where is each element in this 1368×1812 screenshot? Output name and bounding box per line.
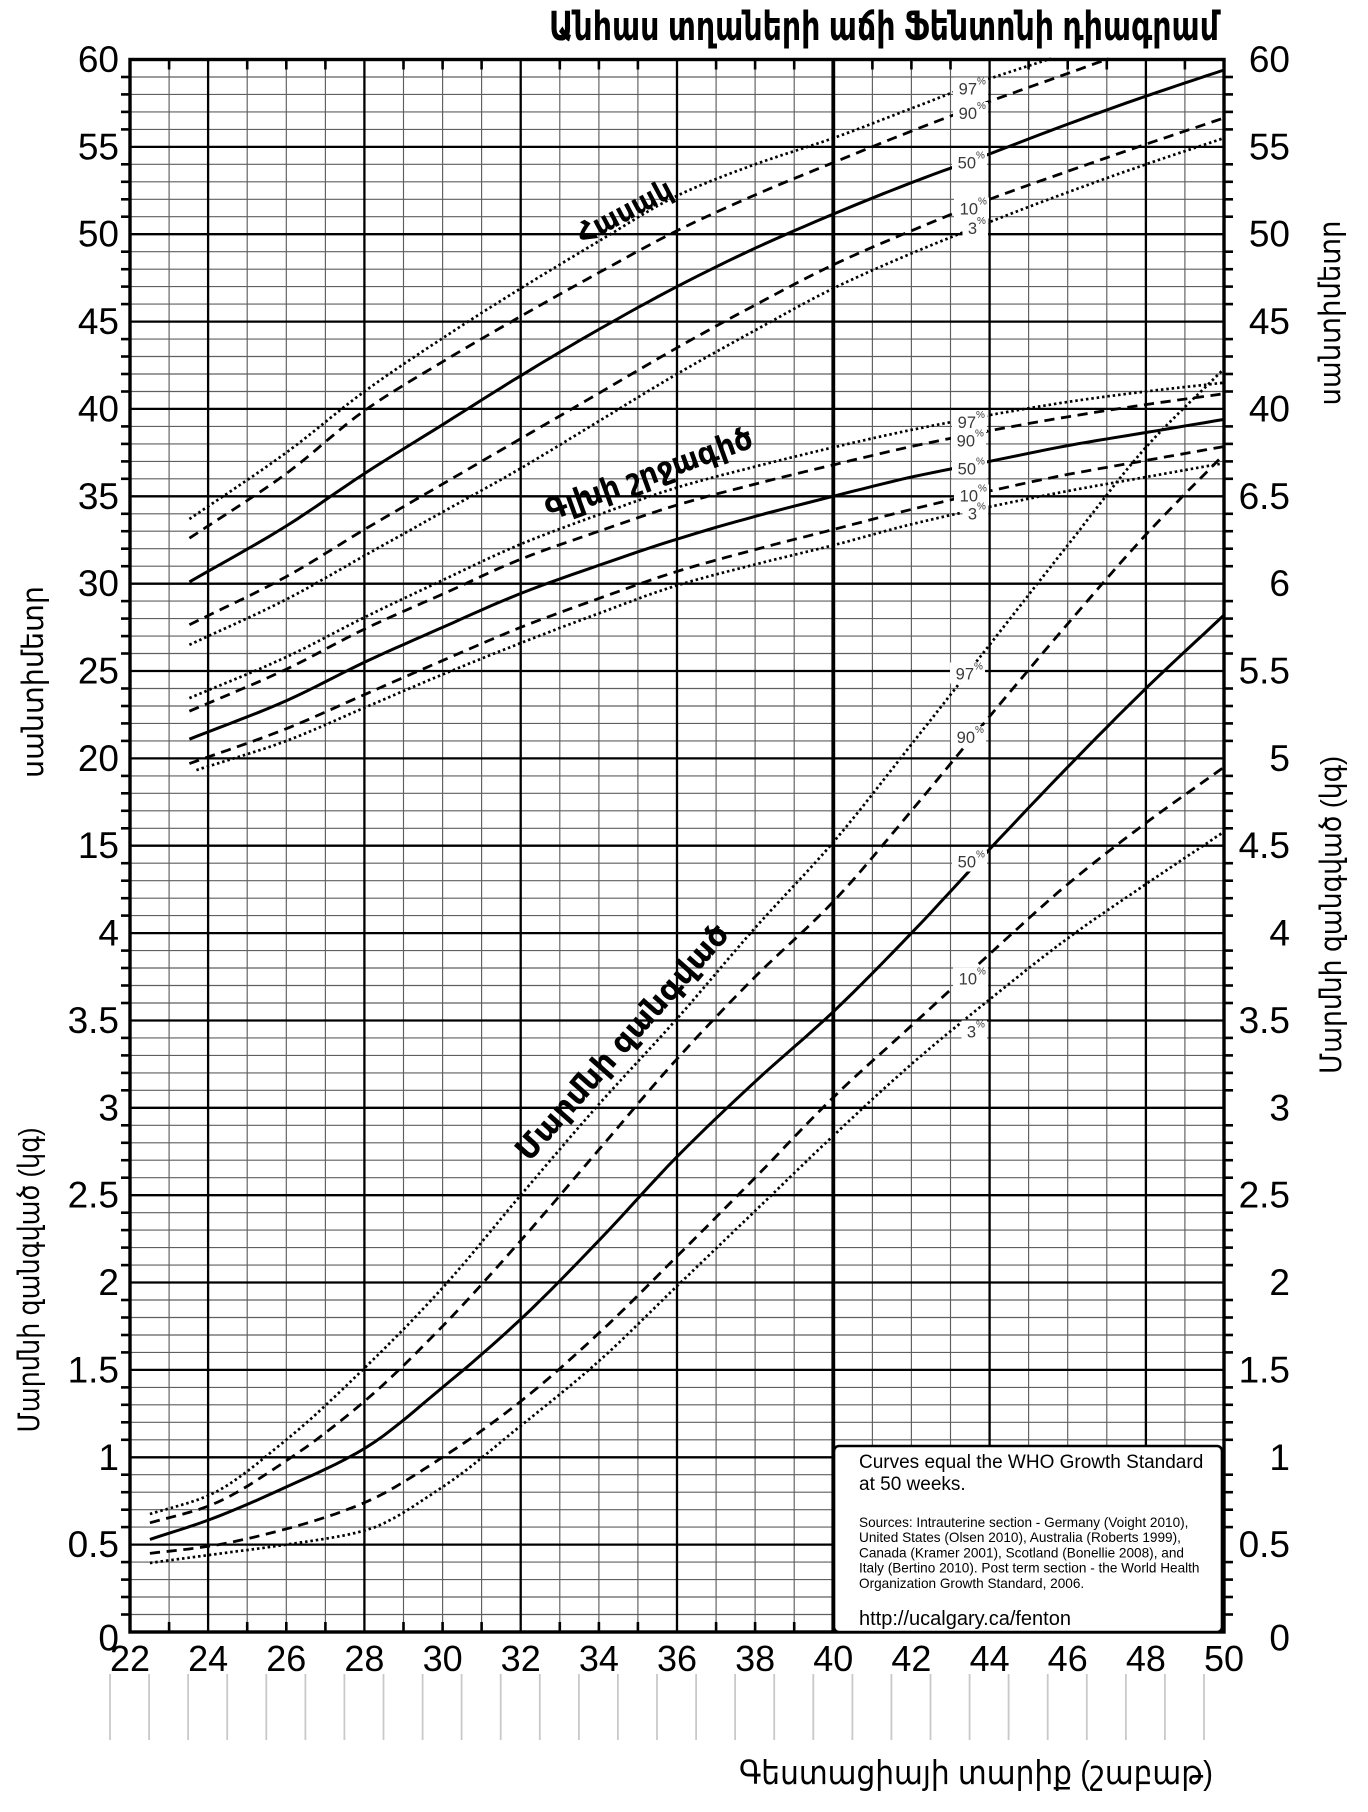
svg-text:50: 50 xyxy=(1249,214,1290,255)
svg-text:սանտիմետր: սանտիմետր xyxy=(1315,221,1347,406)
svg-text:%: % xyxy=(977,216,986,227)
svg-text:Organization Growth Standard,: Organization Growth Standard, 2006. xyxy=(859,1576,1084,1591)
svg-text:սանտիմետր: սանտիմետր xyxy=(18,586,50,778)
svg-text:97: 97 xyxy=(959,81,977,99)
svg-text:%: % xyxy=(976,151,985,162)
svg-text:4: 4 xyxy=(1269,913,1290,954)
svg-text:Italy (Bertino 2010). Post ter: Italy (Bertino 2010). Post term section … xyxy=(859,1561,1200,1576)
svg-text:10: 10 xyxy=(960,201,978,219)
svg-text:90: 90 xyxy=(957,729,975,747)
svg-text:90: 90 xyxy=(959,105,977,123)
svg-text:50: 50 xyxy=(958,854,976,872)
svg-text:Անհաս տղաների աճի Ֆենտոնի դիագ: Անհաս տղաների աճի Ֆենտոնի դիագրամ xyxy=(549,5,1221,49)
svg-text:60: 60 xyxy=(78,39,119,80)
svg-text:0: 0 xyxy=(98,1618,119,1659)
svg-text:48: 48 xyxy=(1126,1638,1166,1679)
svg-text:%: % xyxy=(976,410,985,421)
svg-text:2: 2 xyxy=(98,1262,119,1303)
svg-text:50: 50 xyxy=(1204,1638,1244,1679)
svg-text:%: % xyxy=(976,1020,985,1031)
svg-text:40: 40 xyxy=(813,1638,853,1679)
svg-text:3: 3 xyxy=(1269,1087,1290,1128)
svg-text:2.5: 2.5 xyxy=(1239,1175,1290,1216)
svg-text:60: 60 xyxy=(1249,39,1290,80)
svg-text:3: 3 xyxy=(967,1024,976,1042)
svg-text:6.5: 6.5 xyxy=(1239,476,1290,517)
svg-text:4: 4 xyxy=(98,913,119,954)
svg-text:at 50 weeks.: at 50 weeks. xyxy=(859,1474,966,1495)
svg-text:Գեստացիայի տարիք (շաբաթ): Գեստացիայի տարիք (շաբաթ) xyxy=(739,1754,1213,1791)
svg-text:30: 30 xyxy=(423,1638,463,1679)
svg-text:%: % xyxy=(977,77,986,88)
svg-text:%: % xyxy=(976,850,985,861)
svg-text:22: 22 xyxy=(110,1638,150,1679)
svg-text:97: 97 xyxy=(958,414,976,432)
svg-text:5: 5 xyxy=(1269,738,1290,779)
svg-text:United States (Olsen 2010), Au: United States (Olsen 2010), Australia (R… xyxy=(859,1530,1181,1545)
svg-text:35: 35 xyxy=(78,476,119,517)
svg-text:97: 97 xyxy=(956,666,974,684)
svg-text:55: 55 xyxy=(1249,126,1290,167)
svg-text:Մարմնի զանգված (կգ): Մարմնի զանգված (կգ) xyxy=(14,1128,46,1433)
svg-text:%: % xyxy=(975,725,984,736)
svg-text:3.5: 3.5 xyxy=(68,1000,119,1041)
svg-text:2.5: 2.5 xyxy=(68,1175,119,1216)
svg-text:http://ucalgary.ca/fenton: http://ucalgary.ca/fenton xyxy=(859,1608,1071,1630)
svg-text:36: 36 xyxy=(657,1638,697,1679)
svg-text:26: 26 xyxy=(266,1638,306,1679)
svg-text:%: % xyxy=(977,502,986,513)
svg-text:Canada (Kramer 2001), Scotland: Canada (Kramer 2001), Scotland (Bonellie… xyxy=(859,1545,1184,1560)
svg-text:30: 30 xyxy=(78,563,119,604)
svg-text:45: 45 xyxy=(1249,301,1290,342)
svg-text:45: 45 xyxy=(78,301,119,342)
svg-text:34: 34 xyxy=(579,1638,619,1679)
svg-text:44: 44 xyxy=(970,1638,1010,1679)
svg-text:1.5: 1.5 xyxy=(1239,1349,1290,1390)
svg-text:%: % xyxy=(974,662,983,673)
svg-text:3: 3 xyxy=(968,220,977,238)
svg-text:25: 25 xyxy=(78,651,119,692)
svg-text:42: 42 xyxy=(891,1638,931,1679)
svg-text:%: % xyxy=(975,429,984,440)
svg-text:20: 20 xyxy=(78,738,119,779)
svg-text:%: % xyxy=(976,457,985,468)
svg-text:1.5: 1.5 xyxy=(68,1349,119,1390)
svg-text:0.5: 0.5 xyxy=(1239,1524,1290,1565)
svg-text:3.5: 3.5 xyxy=(1239,1000,1290,1041)
svg-text:%: % xyxy=(977,967,986,978)
svg-text:28: 28 xyxy=(344,1638,384,1679)
svg-text:40: 40 xyxy=(1249,388,1290,429)
svg-text:40: 40 xyxy=(78,388,119,429)
svg-text:50: 50 xyxy=(958,155,976,173)
svg-text:1: 1 xyxy=(1269,1437,1290,1478)
svg-text:Sources: Intrauterine section: Sources: Intrauterine section - Germany … xyxy=(859,1515,1188,1530)
svg-text:Մարմնի զանգված (կգ): Մարմնի զանգված (կգ) xyxy=(1316,756,1348,1074)
svg-text:24: 24 xyxy=(188,1638,228,1679)
svg-text:90: 90 xyxy=(957,433,975,451)
svg-text:0: 0 xyxy=(1269,1618,1290,1659)
svg-text:%: % xyxy=(977,101,986,112)
svg-text:4.5: 4.5 xyxy=(1239,825,1290,866)
svg-text:50: 50 xyxy=(78,214,119,255)
svg-text:32: 32 xyxy=(501,1638,541,1679)
svg-text:Curves equal the WHO Growth St: Curves equal the WHO Growth Standard xyxy=(859,1452,1203,1473)
svg-text:6: 6 xyxy=(1269,563,1290,604)
svg-text:5.5: 5.5 xyxy=(1239,651,1290,692)
svg-text:38: 38 xyxy=(735,1638,775,1679)
svg-text:3: 3 xyxy=(98,1087,119,1128)
svg-text:10: 10 xyxy=(959,971,977,989)
svg-text:15: 15 xyxy=(78,825,119,866)
svg-text:3: 3 xyxy=(968,506,977,524)
svg-text:46: 46 xyxy=(1048,1638,1088,1679)
svg-text:%: % xyxy=(978,197,987,208)
svg-text:2: 2 xyxy=(1269,1262,1290,1303)
svg-text:1: 1 xyxy=(98,1437,119,1478)
svg-text:55: 55 xyxy=(78,126,119,167)
svg-text:10: 10 xyxy=(960,488,978,506)
svg-text:%: % xyxy=(978,484,987,495)
svg-text:50: 50 xyxy=(958,461,976,479)
svg-text:0.5: 0.5 xyxy=(68,1524,119,1565)
